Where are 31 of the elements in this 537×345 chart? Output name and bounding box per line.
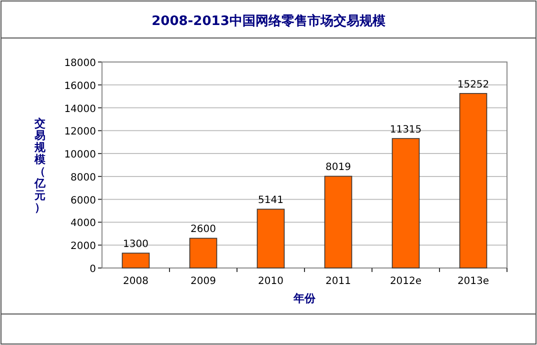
y-tick-label: 4000	[70, 218, 96, 230]
y-tick-label: 0	[90, 264, 96, 275]
bar	[392, 138, 420, 268]
y-tick-label: 2000	[70, 241, 96, 252]
bar	[459, 93, 488, 268]
y-tick-label: 18000	[64, 58, 96, 69]
y-tick-label: 10000	[64, 150, 96, 161]
chart-title: 2008-2013中国网络零售市场交易规模	[152, 13, 386, 29]
bar	[324, 176, 352, 268]
x-tick-label: 2008	[123, 276, 148, 287]
y-axis-title: 交易规模（亿元）	[34, 117, 46, 214]
y-tick-label: 12000	[64, 126, 96, 138]
x-tick-label: 2009	[190, 276, 216, 287]
data-label: 2600	[190, 224, 216, 236]
bar	[189, 238, 218, 268]
y-tick-label: 14000	[64, 104, 96, 115]
bar	[256, 208, 285, 268]
data-label: 1300	[123, 239, 148, 250]
x-tick-label: 2013e	[457, 276, 490, 287]
x-axis-title: 年份	[292, 292, 316, 305]
bar	[122, 252, 150, 268]
y-tick-label: 16000	[64, 80, 96, 92]
x-tick-label: 2012e	[390, 276, 422, 287]
data-label: 8019	[326, 162, 351, 174]
x-tick-label: 2010	[258, 276, 284, 287]
data-label: 11315	[390, 124, 422, 136]
y-tick-label: 8000	[70, 172, 96, 184]
data-label: 15252	[457, 79, 490, 90]
y-tick-label: 6000	[70, 195, 96, 206]
data-label: 5141	[258, 195, 284, 206]
x-tick-label: 2011	[326, 276, 351, 287]
